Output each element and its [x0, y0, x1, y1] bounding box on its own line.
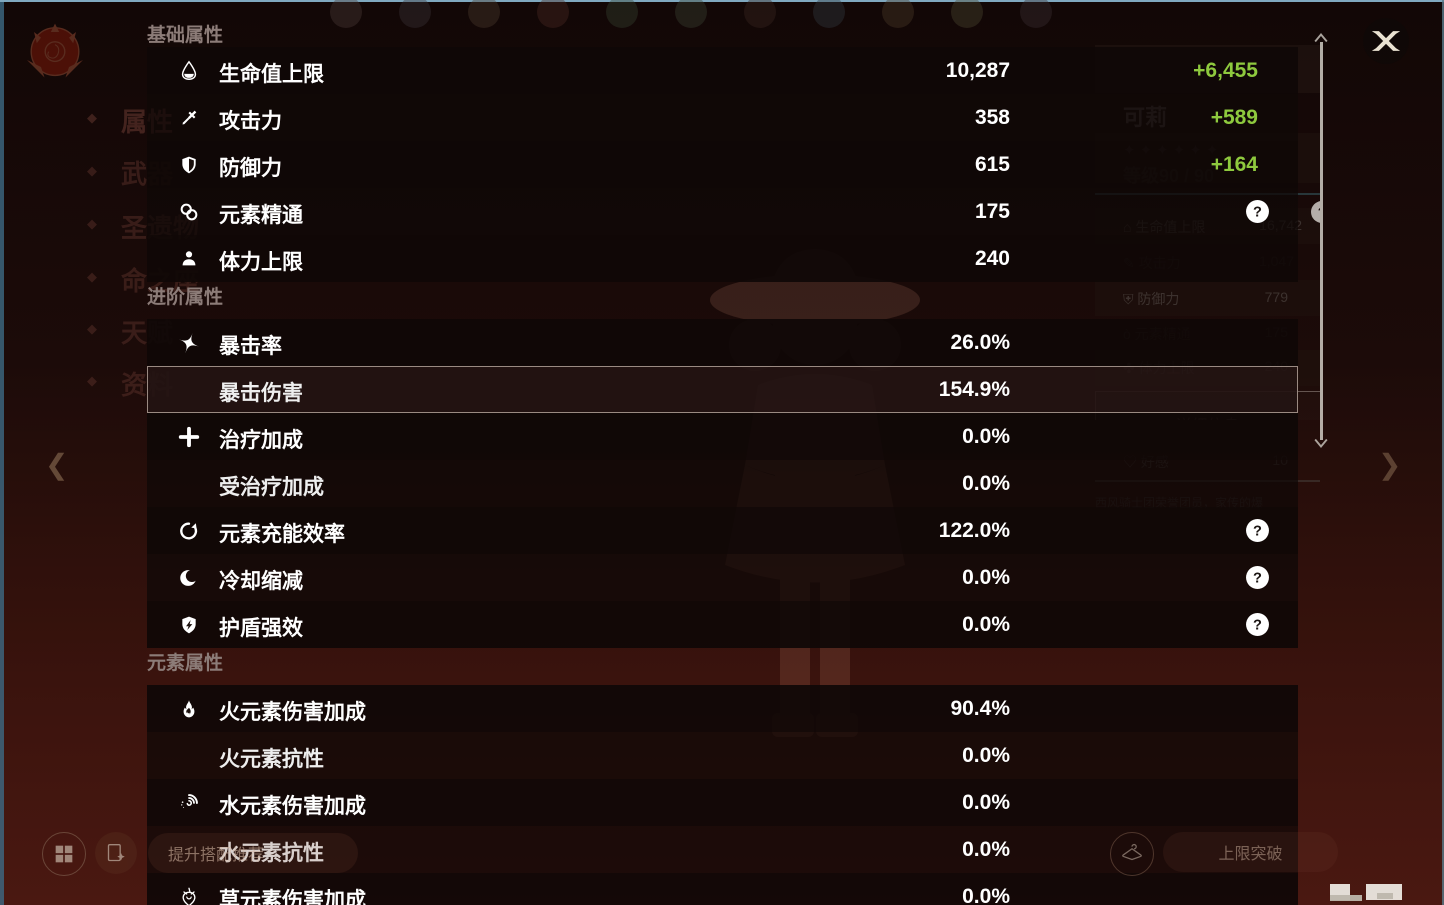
svg-text:?: ?	[1253, 618, 1262, 634]
svg-text:?: ?	[1253, 571, 1262, 587]
svg-text:?: ?	[1253, 205, 1262, 221]
svg-text:?: ?	[1253, 524, 1262, 540]
